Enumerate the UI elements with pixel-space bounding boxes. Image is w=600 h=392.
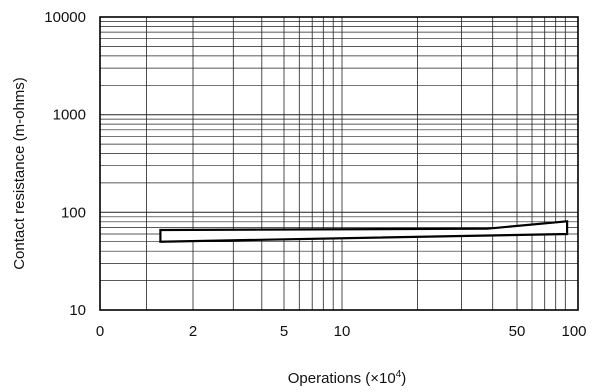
y-tick-label: 10000 (44, 9, 86, 26)
x-tick-label: 0 (96, 323, 104, 340)
x-tick-label: 50 (509, 323, 526, 340)
x-tick-labels: 0 2 5 10 50 100 (96, 323, 587, 340)
x-tick-label: 5 (280, 323, 288, 340)
y-tick-label: 10 (69, 302, 86, 319)
y-tick-label: 1000 (53, 107, 86, 124)
grid (100, 17, 578, 310)
resistance-band-layer (159, 220, 569, 243)
y-tick-label: 100 (61, 204, 86, 221)
plot-frame (99, 16, 579, 311)
x-axis-label: Operations (×104) (288, 369, 407, 387)
y-axis-label: Contact resistance (m-ohms) (11, 77, 28, 270)
x-tick-label: 2 (189, 323, 197, 340)
x-axis-label-text: Operations (×10 (288, 370, 396, 387)
x-tick-label: 100 (561, 323, 586, 340)
x-axis-label-close: ) (401, 370, 406, 387)
x-tick-label: 10 (334, 323, 351, 340)
resistance-band (159, 220, 569, 243)
y-tick-labels: 10 100 1000 10000 (44, 9, 86, 319)
x-axis-label-exponent: 4 (396, 369, 402, 380)
